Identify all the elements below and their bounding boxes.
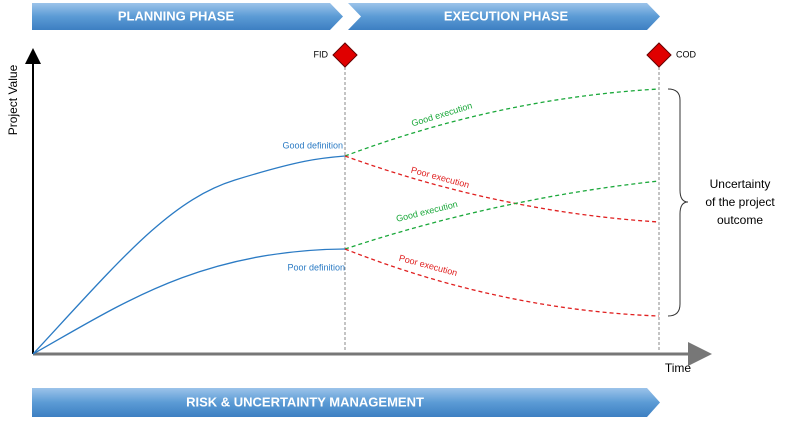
banner-arrow [32, 388, 660, 417]
x-axis-label: Time [665, 361, 692, 375]
banner-label: RISK & UNCERTAINTY MANAGEMENT [186, 394, 424, 409]
curves [32, 88, 660, 355]
phase-label: PLANNING PHASE [118, 8, 235, 23]
curve-label: Poor definition [287, 262, 345, 272]
good-definition-curve [32, 155, 346, 355]
uncertainty-text: outcome [717, 213, 763, 227]
uncertainty-text: Uncertainty [710, 177, 771, 191]
phase-arrow [32, 3, 343, 30]
curve-label: Poor execution [398, 253, 459, 278]
poor-execution-curve [344, 155, 660, 223]
poor-definition-curve [32, 248, 346, 355]
brace [667, 88, 689, 317]
uncertainty-text: of the project [705, 195, 775, 209]
milestone-label: COD [676, 49, 697, 59]
milestone-diamond [646, 42, 672, 68]
curve-label: Good definition [282, 140, 343, 150]
phase-arrow [348, 3, 660, 30]
phase-label: EXECUTION PHASE [444, 8, 569, 23]
phase-arrows: PLANNING PHASE EXECUTION PHASE [32, 3, 660, 30]
curve-label: Good execution [395, 199, 459, 224]
milestone-label: FID [314, 49, 329, 59]
milestone-diamond [332, 42, 358, 68]
y-axis-label: Project Value [6, 64, 20, 135]
good-execution-curve [344, 180, 660, 250]
poor-execution-curve [344, 248, 660, 317]
good-execution-curve [344, 88, 660, 157]
